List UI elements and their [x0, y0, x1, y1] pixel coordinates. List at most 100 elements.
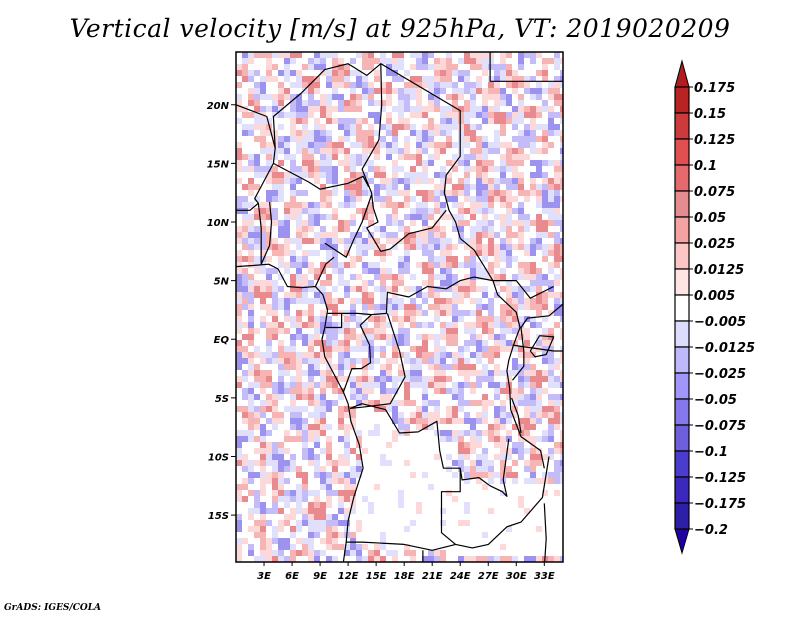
- colorbar-label: −0.2: [694, 523, 728, 538]
- field-cell: [464, 310, 470, 316]
- field-cell: [278, 388, 284, 394]
- field-cell: [440, 508, 446, 514]
- field-cell: [278, 100, 284, 106]
- field-cell: [266, 286, 272, 292]
- field-cell: [308, 346, 314, 352]
- field-cell: [296, 298, 302, 304]
- field-cell: [476, 124, 482, 130]
- field-cell: [434, 172, 440, 178]
- field-cell: [428, 352, 434, 358]
- field-cell: [284, 58, 290, 64]
- field-cell: [338, 346, 344, 352]
- field-cell: [500, 328, 506, 334]
- field-cell: [350, 274, 356, 280]
- field-cell: [284, 52, 290, 58]
- field-cell: [446, 328, 452, 334]
- field-cell: [308, 130, 314, 136]
- field-cell: [380, 556, 386, 562]
- field-cell: [308, 520, 314, 526]
- field-cell: [284, 520, 290, 526]
- field-cell: [338, 82, 344, 88]
- field-cell: [260, 298, 266, 304]
- field-cell: [536, 370, 542, 376]
- field-cell: [476, 556, 482, 562]
- field-cell: [380, 310, 386, 316]
- field-cell: [314, 334, 320, 340]
- field-cell: [554, 304, 560, 310]
- field-cell: [524, 76, 530, 82]
- field-cell: [344, 406, 350, 412]
- field-cell: [302, 154, 308, 160]
- field-cell: [326, 472, 332, 478]
- field-cell: [368, 268, 374, 274]
- field-cell: [422, 106, 428, 112]
- field-cell: [350, 532, 356, 538]
- field-cell: [284, 76, 290, 82]
- field-cell: [308, 526, 314, 532]
- field-cell: [446, 262, 452, 268]
- field-cell: [530, 274, 536, 280]
- field-cell: [446, 490, 452, 496]
- field-cell: [392, 52, 398, 58]
- field-cell: [326, 100, 332, 106]
- field-cell: [428, 76, 434, 82]
- field-cell: [488, 190, 494, 196]
- field-cell: [266, 190, 272, 196]
- field-cell: [308, 112, 314, 118]
- field-cell: [488, 400, 494, 406]
- field-cell: [302, 448, 308, 454]
- field-cell: [506, 430, 512, 436]
- field-cell: [518, 52, 524, 58]
- field-cell: [284, 466, 290, 472]
- field-cell: [518, 172, 524, 178]
- field-cell: [326, 76, 332, 82]
- field-cell: [356, 208, 362, 214]
- field-cell: [530, 220, 536, 226]
- field-cell: [278, 358, 284, 364]
- field-cell: [236, 154, 242, 160]
- field-cell: [434, 208, 440, 214]
- field-cell: [512, 166, 518, 172]
- colorbar-bin: [674, 476, 690, 504]
- field-cell: [260, 118, 266, 124]
- field-cell: [518, 304, 524, 310]
- field-cell: [260, 412, 266, 418]
- field-cell: [548, 376, 554, 382]
- field-cell: [362, 292, 368, 298]
- field-cell: [518, 364, 524, 370]
- field-cell: [398, 400, 404, 406]
- field-cell: [482, 88, 488, 94]
- field-cell: [536, 448, 542, 454]
- field-cell: [434, 76, 440, 82]
- field-cell: [242, 466, 248, 472]
- field-cell: [554, 310, 560, 316]
- field-cell: [308, 550, 314, 556]
- field-cell: [320, 172, 326, 178]
- field-cell: [446, 298, 452, 304]
- field-cell: [356, 298, 362, 304]
- field-cell: [266, 352, 272, 358]
- field-cell: [314, 322, 320, 328]
- field-cell: [476, 400, 482, 406]
- lon-tick-label: 21E: [422, 571, 443, 582]
- field-cell: [434, 196, 440, 202]
- field-cell: [482, 460, 488, 466]
- field-cell: [410, 88, 416, 94]
- field-cell: [314, 316, 320, 322]
- field-cell: [362, 142, 368, 148]
- field-cell: [254, 280, 260, 286]
- field-cell: [320, 64, 326, 70]
- field-cell: [314, 172, 320, 178]
- field-cell: [530, 388, 536, 394]
- field-cell: [374, 148, 380, 154]
- field-cell: [338, 160, 344, 166]
- field-cell: [320, 52, 326, 58]
- field-cell: [308, 364, 314, 370]
- field-cell: [518, 286, 524, 292]
- field-cell: [314, 550, 320, 556]
- field-cell: [530, 406, 536, 412]
- field-cell: [404, 184, 410, 190]
- field-cell: [356, 358, 362, 364]
- field-cell: [452, 352, 458, 358]
- field-cell: [350, 256, 356, 262]
